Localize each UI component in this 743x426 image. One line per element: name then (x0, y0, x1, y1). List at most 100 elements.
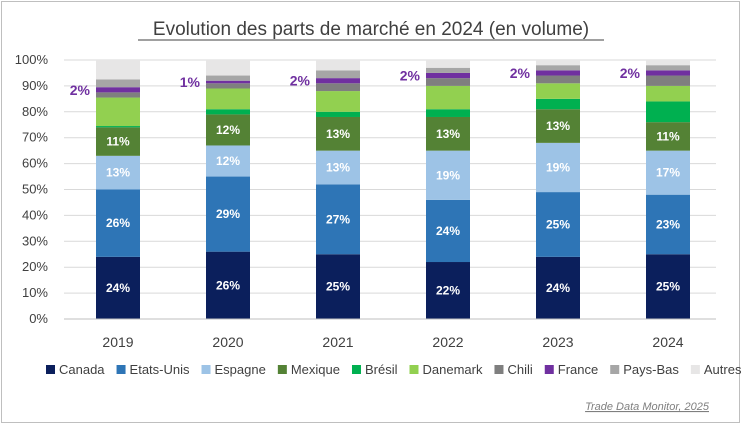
bar-segment-chili-2019 (96, 92, 140, 98)
data-label-espagne-2021: 13% (326, 160, 350, 174)
bar-segment-brsil-2022 (426, 109, 470, 117)
data-label-etatsunis-2019: 26% (106, 216, 130, 230)
bar-segment-danemark-2024 (646, 85, 690, 102)
data-label-etatsunis-2023: 25% (546, 217, 570, 231)
data-label-france-2019: 2% (70, 82, 91, 98)
bar-segment-autres-2019 (96, 60, 140, 80)
data-label-mexique-2019: 11% (106, 135, 130, 149)
bar-segment-espagne-2019 (96, 155, 140, 190)
data-label-canada-2020: 26% (216, 278, 240, 292)
bar-segment-brsil-2020 (206, 109, 250, 115)
y-tick-label: 40% (22, 207, 48, 222)
bar-segment-mexique-2020 (206, 114, 250, 146)
data-label-etatsunis-2024: 23% (656, 217, 680, 231)
bar-segment-france-2023 (536, 70, 580, 76)
bar-segment-mexique-2021 (316, 116, 360, 151)
legend-swatch-chili (494, 365, 504, 374)
y-tick-label: 0% (29, 311, 48, 326)
bar-segment-canada-2024 (646, 254, 690, 319)
legend-label: Autres (704, 362, 741, 377)
bar-segment-paysbas-2023 (536, 65, 580, 71)
legend-swatch-autres (690, 365, 700, 374)
bar-segment-brsil-2023 (536, 98, 580, 110)
bar-segment-espagne-2023 (536, 142, 580, 193)
y-tick-label: 100% (15, 52, 49, 67)
x-tick-label: 2019 (102, 334, 133, 350)
y-tick-label: 20% (22, 259, 48, 274)
data-label-etatsunis-2022: 24% (436, 224, 460, 238)
data-label-france-2024: 2% (620, 65, 641, 81)
y-tick-label: 10% (22, 285, 48, 300)
bar-segment-etatsunis-2021 (316, 184, 360, 255)
bar-segment-canada-2021 (316, 254, 360, 319)
x-tick-label: 2020 (212, 334, 243, 350)
data-label-espagne-2024: 17% (656, 166, 680, 180)
data-label-canada-2023: 24% (546, 281, 570, 295)
legend-label: Espagne (215, 362, 266, 377)
data-label-mexique-2024: 11% (656, 129, 680, 143)
source-note: Trade Data Monitor, 2025 (585, 401, 710, 413)
bar-segment-danemark-2021 (316, 91, 360, 112)
bar-segment-canada-2023 (536, 256, 580, 319)
bar-segment-autres-2020 (206, 60, 250, 76)
bar-segment-paysbas-2024 (646, 65, 690, 71)
bar-segment-mexique-2019 (96, 127, 140, 156)
bar-segment-mexique-2022 (426, 116, 470, 151)
bar-segment-etatsunis-2023 (536, 192, 580, 257)
data-label-france-2023: 2% (510, 65, 531, 81)
data-label-espagne-2019: 13% (106, 166, 130, 180)
legend: Canada Etats-Unis Espagne Mexique Brésil Dane… (46, 362, 741, 377)
bar-segment-autres-2024 (646, 60, 690, 66)
y-tick-label: 80% (22, 104, 48, 119)
bar-segment-danemark-2020 (206, 88, 250, 110)
data-label-france-2020: 1% (180, 74, 201, 90)
x-tick-label: 2022 (432, 334, 463, 350)
y-tick-label: 60% (22, 156, 48, 171)
legend-label: France (558, 362, 598, 377)
legend-label: Brésil (365, 362, 398, 377)
bar-segment-paysbas-2021 (316, 70, 360, 79)
data-label-mexique-2022: 13% (436, 127, 460, 141)
bar-segment-france-2022 (426, 72, 470, 79)
legend-swatch-brsil (351, 365, 361, 374)
bar-segment-autres-2022 (426, 60, 470, 68)
bar-segment-brsil-2019 (96, 126, 140, 128)
bar-segment-danemark-2023 (536, 83, 580, 99)
bar-segment-espagne-2022 (426, 150, 470, 200)
legend-swatch-espagne (201, 365, 211, 374)
legend-swatch-paysbas (610, 365, 620, 374)
gridlines (64, 59, 716, 320)
bar-segment-brsil-2024 (646, 101, 690, 123)
legend-label: Pays-Bas (623, 362, 679, 377)
bar-segment-etatsunis-2024 (646, 194, 690, 255)
data-label-france-2021: 2% (290, 73, 311, 89)
legend-swatch-france (544, 365, 554, 374)
y-axis: 0% 10% 20% 30% 40% 50% 60% 70% 80% 90% 100% (15, 52, 49, 326)
y-tick-label: 50% (22, 182, 48, 197)
x-tick-label: 2021 (322, 334, 353, 350)
bar-segment-mexique-2024 (646, 122, 690, 151)
legend-label: Chili (507, 362, 532, 377)
legend-swatch-mexique (277, 365, 287, 374)
bar-segment-espagne-2024 (646, 150, 690, 195)
bar-segment-espagne-2020 (206, 145, 250, 177)
data-label-canada-2021: 25% (326, 280, 350, 294)
y-tick-label: 70% (22, 130, 48, 145)
bars: 24% 26% 13% 11% 2% 26% 29% 12% 12% 1% 25% 27% 13% 13%… (70, 60, 690, 319)
bar-segment-canada-2019 (96, 256, 140, 319)
legend-swatch-canada (46, 365, 55, 374)
x-axis: 2019 2020 2021 2022 2023 2024 (64, 318, 716, 350)
x-tick-label: 2023 (542, 334, 573, 350)
bar-segment-paysbas-2022 (426, 67, 470, 73)
bar-segment-chili-2024 (646, 75, 690, 86)
data-label-mexique-2020: 12% (216, 123, 240, 137)
data-label-mexique-2023: 13% (546, 119, 570, 133)
data-label-mexique-2021: 13% (326, 127, 350, 141)
bar-segment-brsil-2021 (316, 111, 360, 117)
x-tick-label: 2024 (652, 334, 683, 350)
bar-segment-etatsunis-2022 (426, 199, 470, 263)
data-label-espagne-2022: 19% (436, 168, 460, 182)
bar-segment-mexique-2023 (536, 109, 580, 143)
